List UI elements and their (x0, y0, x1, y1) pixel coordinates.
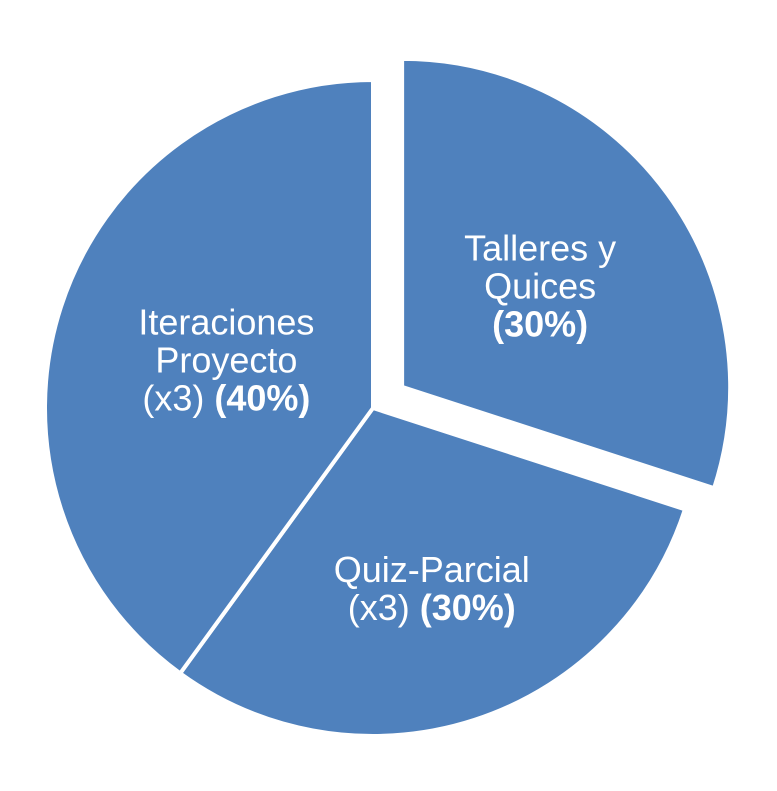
slice-percent-talleres: (30%) (492, 304, 588, 345)
slice-percent-iteraciones: (40%) (214, 377, 310, 418)
slice-text-iteraciones: Proyecto (155, 339, 297, 380)
slice-text-iteraciones: Iteraciones (138, 301, 314, 342)
slice-text-quiz: Quiz-Parcial (334, 549, 530, 590)
slice-text-talleres: Talleres y (464, 228, 616, 269)
slice-label-iteraciones: Iteraciones Proyecto (x3) (40%) (138, 301, 314, 418)
slice-label-quiz: Quiz-Parcial (x3) (30%) (334, 549, 530, 628)
slice-percent-quiz: (30%) (420, 587, 516, 628)
slice-text-talleres: Quices (484, 266, 596, 307)
slice-text-iteraciones: (x3) (142, 377, 214, 418)
slice-text-quiz: (x3) (348, 587, 420, 628)
